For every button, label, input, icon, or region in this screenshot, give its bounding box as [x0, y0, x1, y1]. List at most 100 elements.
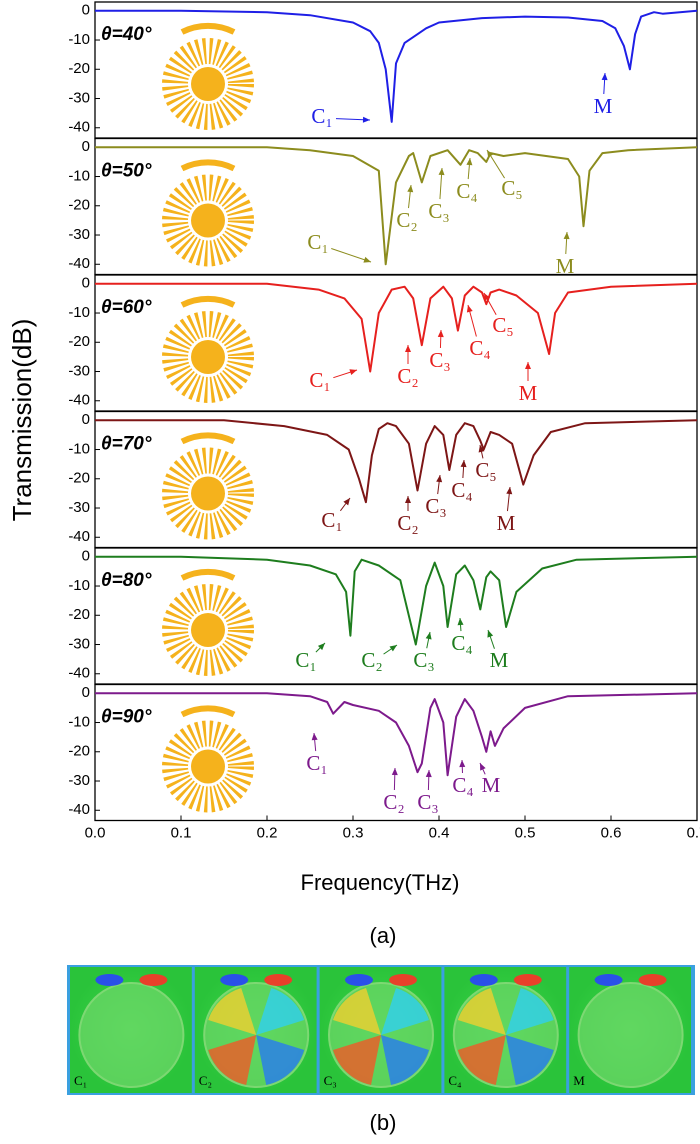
unit-cell-icon	[175, 26, 241, 117]
y-tick-label: 0	[82, 2, 90, 19]
field-cold	[220, 974, 249, 986]
field-ring	[577, 982, 684, 1088]
y-tick-label: -20	[68, 333, 90, 350]
arrow-head	[457, 618, 464, 626]
y-tick-label: 0	[82, 548, 90, 565]
mode-label: C₂	[397, 364, 418, 388]
angle-label: θ=40°	[101, 24, 152, 45]
arrow-head	[425, 770, 432, 778]
mode-label: C₃	[417, 790, 438, 814]
field-ring	[78, 982, 185, 1088]
field-cold	[345, 974, 373, 986]
field-lobe	[333, 988, 381, 1035]
arrow-head	[391, 768, 398, 776]
field-label: C₄	[448, 1073, 462, 1088]
field-map: C₁	[70, 967, 192, 1093]
arrow-head	[363, 256, 371, 263]
x-tick-label: 0.1	[171, 824, 192, 841]
y-tick-label: -30	[68, 226, 90, 243]
transmission-line	[95, 282, 698, 373]
x-tick-label: 0.7	[687, 824, 700, 841]
x-tick-label: 0.4	[429, 824, 450, 841]
y-tick-label: -10	[68, 31, 90, 48]
arrow-head	[525, 362, 531, 369]
field-label: M	[573, 1073, 585, 1088]
mode-label: C₄	[451, 631, 472, 655]
field-label: C₂	[199, 1073, 212, 1088]
field-hot	[638, 974, 667, 986]
arrow-head	[506, 487, 513, 495]
mode-label: C₁	[309, 368, 330, 392]
mode-label: C₅	[501, 176, 522, 200]
y-tick-label: -40	[68, 392, 90, 409]
field-label: C₁	[74, 1073, 87, 1088]
mode-label: M	[519, 381, 538, 405]
field-map: C₃	[319, 967, 442, 1093]
arrow-head	[466, 305, 473, 313]
arrow-head	[311, 733, 318, 741]
mode-label: C₄	[456, 179, 477, 203]
mode-label: M	[490, 648, 509, 672]
y-tick-label: -10	[68, 713, 90, 730]
arrow-head	[436, 475, 443, 483]
transmission-line	[95, 146, 698, 266]
x-tick-label: 0.3	[343, 824, 364, 841]
arrow-head	[480, 763, 486, 771]
y-tick-label: -40	[68, 528, 90, 545]
field-hot	[139, 974, 168, 986]
y-tick-label: -20	[68, 470, 90, 487]
arrow-head	[437, 330, 444, 338]
field-hot	[513, 974, 542, 986]
field-cold	[594, 974, 623, 986]
mode-label: C₁	[295, 648, 316, 672]
y-tick-label: 0	[82, 275, 90, 292]
y-tick-label: -40	[68, 255, 90, 272]
mode-label: M	[556, 254, 575, 278]
unit-cell-icon	[175, 572, 241, 663]
y-axis-label: Transmission(dB)	[7, 319, 37, 522]
y-tick-label: -10	[68, 440, 90, 457]
mode-label: M	[497, 511, 516, 535]
x-tick-label: 0.2	[257, 824, 278, 841]
field-label: C₃	[324, 1073, 337, 1088]
field-lobe	[256, 988, 305, 1035]
mode-label: M	[482, 773, 501, 797]
x-tick-label: 0.5	[515, 824, 536, 841]
field-hot	[264, 974, 293, 986]
unit-cell-icon	[175, 708, 241, 799]
field-lobe	[381, 1035, 429, 1085]
mode-label: C₁	[311, 104, 332, 128]
field-map: M	[569, 967, 691, 1093]
mode-label: C₃	[428, 199, 449, 223]
y-tick-label: -40	[68, 801, 90, 818]
arrow-head	[466, 158, 473, 166]
field-map: C₄	[444, 967, 567, 1093]
arrow-head	[317, 643, 325, 651]
mode-label: C₅	[475, 458, 496, 482]
arrow-head	[425, 632, 432, 640]
arrow-head	[407, 185, 414, 193]
y-tick-label: -40	[68, 119, 90, 136]
x-tick-label: 0.0	[85, 824, 106, 841]
arrow-head	[487, 630, 494, 638]
arrow-head	[438, 168, 445, 176]
mode-label: C₂	[397, 511, 418, 535]
y-tick-label: -20	[68, 606, 90, 623]
angle-label: θ=90°	[101, 707, 152, 728]
field-lobe	[505, 1035, 554, 1085]
plot-frame	[94, 683, 698, 822]
mode-label: C₁	[321, 508, 342, 532]
arrow-head	[459, 760, 466, 768]
arrow-head	[487, 150, 494, 158]
arrow-head	[460, 460, 467, 468]
y-tick-label: -30	[68, 635, 90, 652]
mode-label: C₃	[413, 648, 434, 672]
y-tick-label: 0	[82, 411, 90, 428]
y-tick-label: -30	[68, 89, 90, 106]
arrow-head	[484, 293, 491, 301]
unit-cell-icon	[175, 435, 241, 526]
angle-label: θ=60°	[101, 297, 152, 318]
arrow-head	[343, 498, 350, 506]
mode-label: C₄	[469, 336, 490, 360]
field-lobe	[208, 1035, 257, 1085]
